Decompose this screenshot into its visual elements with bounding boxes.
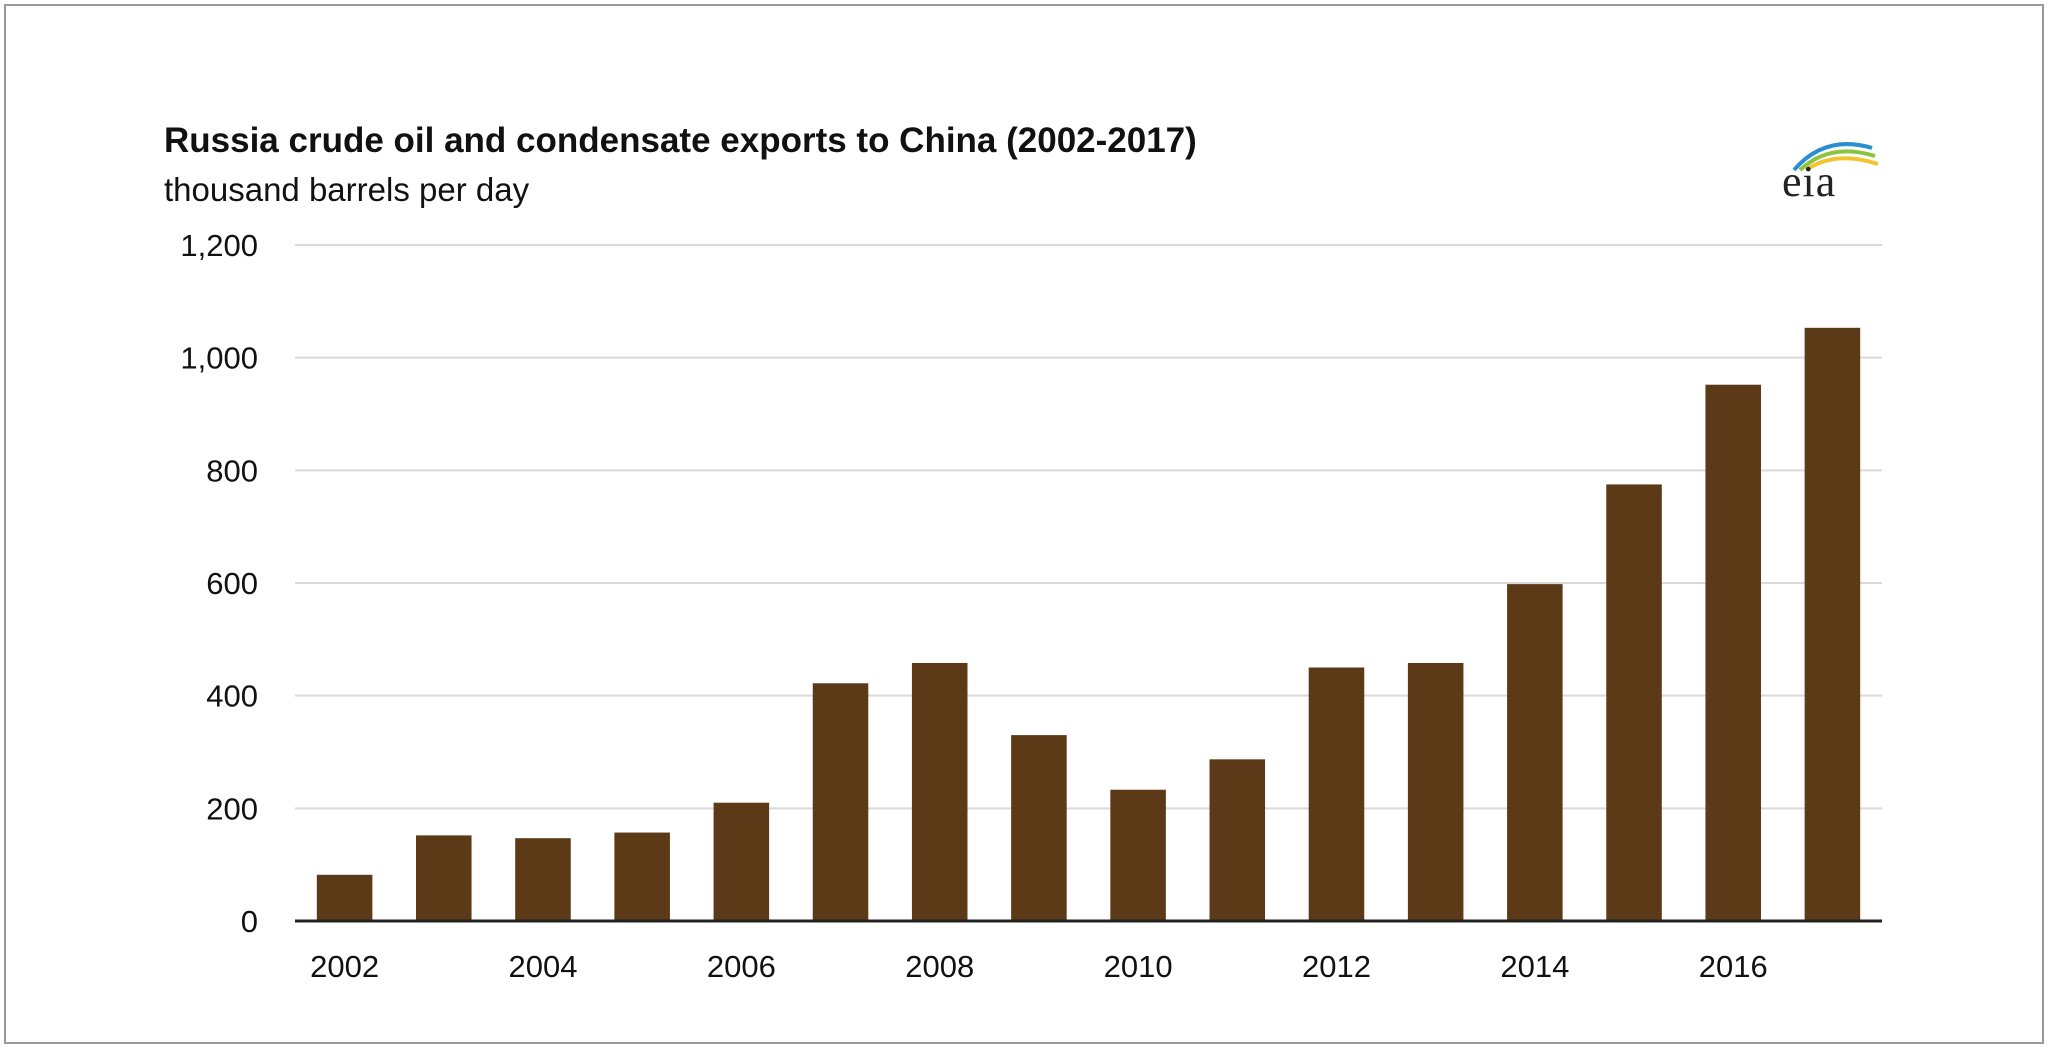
eia-logo: eia: [1780, 132, 1880, 212]
y-tick-label: 1,000: [180, 341, 258, 376]
bar: [1110, 789, 1166, 921]
bar: [316, 874, 373, 921]
chart-title: Russia crude oil and condensate exports …: [164, 121, 1197, 160]
y-tick-label: 800: [206, 453, 258, 488]
bar: [911, 662, 968, 921]
bars: [316, 327, 1861, 921]
bar: [713, 802, 770, 921]
bar: [812, 683, 869, 921]
y-tick-label: 600: [206, 566, 258, 601]
bar: [416, 835, 472, 921]
y-tick-label: 400: [206, 679, 258, 714]
bar: [1308, 667, 1365, 921]
x-tick-label: 2012: [1302, 949, 1371, 984]
bar: [1011, 735, 1067, 921]
bar: [1804, 327, 1861, 921]
x-tick-label: 2004: [508, 949, 577, 984]
x-tick-label: 2006: [707, 949, 776, 984]
chart-subtitle: thousand barrels per day: [164, 171, 530, 208]
bar: [614, 832, 670, 921]
x-tick-label: 2008: [905, 949, 974, 984]
x-axis-ticks: 2002 2004 2006 2008 2010 2012 2014 2016: [310, 949, 1768, 984]
logo-text: eia: [1782, 157, 1837, 206]
bar: [1606, 484, 1662, 921]
bar: [1407, 662, 1464, 921]
x-tick-label: 2016: [1699, 949, 1768, 984]
logo-arc: [1798, 149, 1876, 172]
x-tick-label: 2014: [1500, 949, 1569, 984]
x-tick-label: 2010: [1104, 949, 1173, 984]
y-tick-label: 0: [241, 904, 258, 939]
y-tick-label: 1,200: [180, 228, 258, 263]
bar: [515, 838, 571, 921]
y-axis-ticks: 0 200 400 600 800 1,000 1,200: [180, 228, 258, 939]
x-tick-label: 2002: [310, 949, 379, 984]
y-tick-label: 200: [206, 791, 258, 826]
bar: [1507, 584, 1563, 921]
bar: [1209, 759, 1266, 921]
logo-arc: [1792, 142, 1873, 172]
logo-arcs: [1792, 142, 1879, 172]
logo-arc: [1804, 156, 1879, 172]
bar: [1705, 384, 1761, 921]
